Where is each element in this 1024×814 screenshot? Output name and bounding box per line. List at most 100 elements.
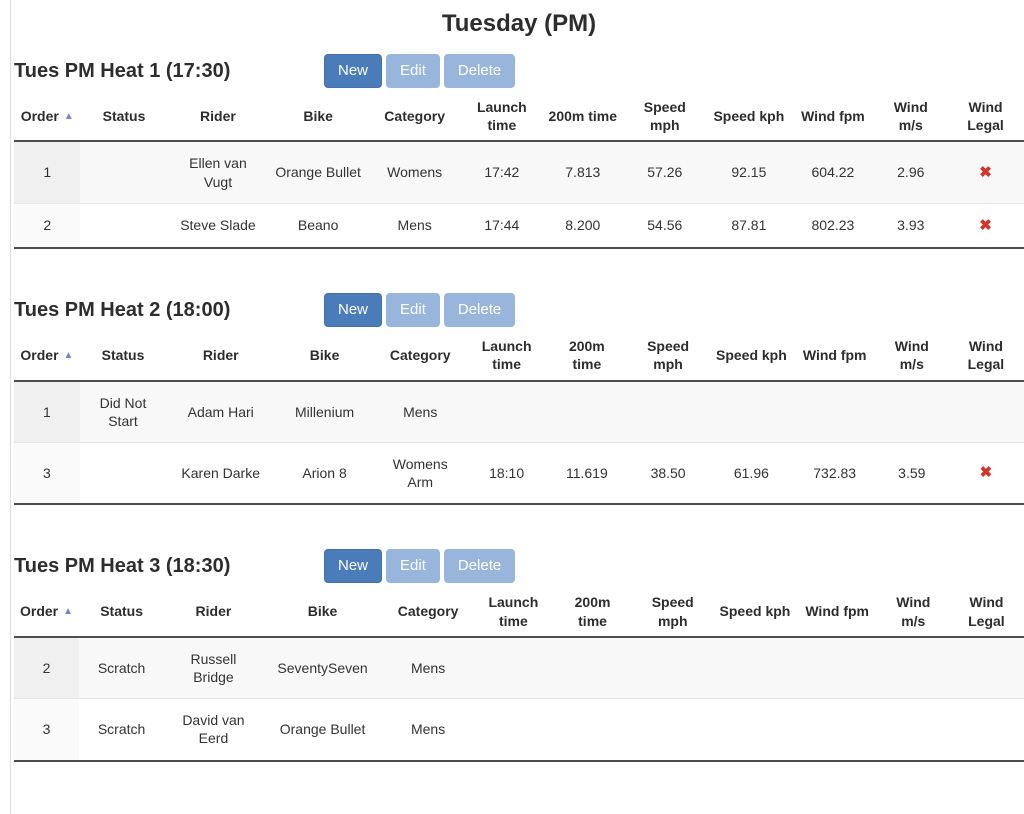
column-header-wind_ms[interactable]: Wind m/s (874, 92, 948, 143)
cell-rider: Steve Slade (180, 217, 256, 234)
column-header-bike[interactable]: Bike (275, 331, 374, 382)
column-header-wind_ms[interactable]: Wind m/s (875, 331, 948, 382)
column-label: Wind Legal (968, 594, 1005, 629)
column-header-wind_ms[interactable]: Wind m/s (877, 587, 949, 638)
cell-rider: David van Eerd (182, 712, 245, 747)
results-table: Order ▲ Status Rider Bike Category Launch time… (14, 587, 1024, 761)
delete-button[interactable]: Delete (443, 293, 516, 328)
column-header-wind_fpm[interactable]: Wind fpm (796, 587, 878, 638)
column-header-status[interactable]: Status (79, 331, 167, 382)
cell-speed_mph: 54.56 (647, 217, 683, 234)
new-button[interactable]: New (324, 293, 383, 328)
cell-speed_kph (713, 699, 796, 761)
cell-rider: Adam Hari (187, 403, 254, 420)
column-header-bike[interactable]: Bike (268, 92, 368, 143)
column-header-launch_time[interactable]: Launch time (466, 331, 547, 382)
cell-wind_fpm: 802.23 (811, 217, 855, 234)
cell-speed_mph (632, 699, 713, 761)
wind-illegal-icon: ✖ (979, 163, 992, 181)
column-label: Order (20, 108, 59, 125)
new-button[interactable]: New (324, 54, 383, 88)
table-row[interactable]: 1 Did Not Start Adam Hari Millenium Mens (14, 380, 1024, 443)
column-header-wind_legal[interactable]: Wind Legal (948, 587, 1024, 638)
heat-section: Tues PM Heat 1 (17:30) New Edit Delete O… (14, 54, 1024, 249)
delete-button[interactable]: Delete (443, 549, 516, 584)
column-label: Wind Legal (967, 338, 1005, 373)
cell-launch_time (474, 637, 553, 699)
sort-asc-icon: ▲ (63, 606, 74, 618)
column-header-rider[interactable]: Rider (164, 587, 263, 638)
cell-speed_mph (627, 381, 709, 443)
cell-bike: Beano (297, 217, 339, 234)
cell-wind_ms (878, 637, 949, 699)
sort-asc-icon: ▲ (63, 111, 74, 123)
cell-category: Womens (387, 164, 443, 181)
column-header-status[interactable]: Status (80, 92, 168, 143)
heat-title: Tues PM Heat 2 (18:00) (14, 298, 231, 321)
cell-speed_mph (632, 637, 713, 699)
column-header-order[interactable]: Order ▲ (14, 587, 79, 638)
cell-category: Mens (397, 217, 432, 234)
column-label: Speed kph (719, 603, 791, 620)
table-row[interactable]: 1 Ellen van Vugt Orange Bullet Womens 17:42 7… (14, 141, 1024, 204)
cell-wind_fpm (797, 699, 878, 761)
column-header-bike[interactable]: Bike (262, 587, 383, 638)
column-header-speed_kph[interactable]: Speed kph (706, 92, 792, 143)
column-header-order[interactable]: Order ▲ (14, 92, 81, 143)
column-header-speed_mph[interactable]: Speed mph (626, 331, 710, 382)
cell-rider: Russell Bridge (190, 650, 237, 685)
column-header-order[interactable]: Order ▲ (14, 331, 80, 382)
column-header-launch_time[interactable]: Launch time (473, 587, 553, 638)
column-header-wind_legal[interactable]: Wind Legal (947, 92, 1024, 143)
results-table: Order ▲ Status Rider Bike Category Launch time… (14, 92, 1024, 249)
table-row[interactable]: 3 Karen Darke Arion 8 Womens Arm 18:10 11.619… (14, 442, 1024, 505)
column-header-speed_kph[interactable]: Speed kph (713, 587, 797, 638)
wind-illegal-icon: ✖ (979, 464, 993, 482)
column-label: Category (397, 603, 459, 620)
column-header-speed_mph[interactable]: Speed mph (623, 92, 707, 143)
table-row[interactable]: 2 Steve Slade Beano Mens 17:44 8.200 54.56 87.8… (14, 203, 1024, 249)
column-header-status[interactable]: Status (78, 587, 165, 638)
column-header-category[interactable]: Category (382, 587, 474, 638)
cell-wind_ms: 2.96 (897, 164, 925, 181)
heat-title: Tues PM Heat 3 (18:30) (14, 554, 231, 577)
cell-launch_time: 17:42 (484, 164, 520, 181)
cell-bike: Millenium (295, 403, 355, 420)
column-header-wind_fpm[interactable]: Wind fpm (791, 92, 875, 143)
results-table: Order ▲ Status Rider Bike Category Launch time… (14, 331, 1024, 505)
table-row[interactable]: 2 Scratch Russell Bridge SeventySeven Mens (14, 636, 1024, 699)
column-header-wind_legal[interactable]: Wind Legal (947, 331, 1024, 382)
column-label: Launch time (488, 594, 539, 629)
column-header-category[interactable]: Category (367, 92, 462, 143)
cell-wind_ms (878, 699, 949, 761)
page-container: Tuesday (PM) Tues PM Heat 1 (17:30) New … (10, 0, 1024, 814)
column-label: Speed mph (651, 594, 694, 629)
column-header-speed_mph[interactable]: Speed mph (632, 587, 714, 638)
column-header-launch_time[interactable]: Launch time (461, 92, 543, 143)
column-header-time_200m[interactable]: 200m time (552, 587, 633, 638)
cell-speed_kph (713, 637, 796, 699)
column-label: Speed kph (713, 108, 785, 125)
table-row[interactable]: 3 Scratch David van Eerd Orange Bullet Mens (14, 698, 1024, 761)
cell-time_200m: 11.619 (565, 465, 608, 482)
cell-status (80, 203, 167, 248)
column-header-speed_kph[interactable]: Speed kph (709, 331, 794, 382)
column-header-time_200m[interactable]: 200m time (542, 92, 624, 143)
new-button[interactable]: New (324, 549, 383, 584)
column-header-wind_fpm[interactable]: Wind fpm (793, 331, 876, 382)
column-label: Rider (200, 108, 236, 125)
edit-button[interactable]: Edit (386, 54, 440, 88)
edit-button[interactable]: Edit (386, 549, 440, 584)
edit-button[interactable]: Edit (386, 293, 440, 328)
column-label: Speed kph (715, 347, 787, 364)
column-header-time_200m[interactable]: 200m time (546, 331, 627, 382)
cell-bike: Orange Bullet (279, 721, 366, 738)
wind-illegal-icon: ✖ (979, 216, 992, 234)
column-header-rider[interactable]: Rider (166, 331, 276, 382)
cell-wind_ms: 3.59 (898, 465, 926, 482)
heat-title: Tues PM Heat 1 (17:30) (14, 59, 231, 82)
column-header-rider[interactable]: Rider (167, 92, 269, 143)
column-header-category[interactable]: Category (373, 331, 467, 382)
column-label: Bike (307, 603, 338, 620)
delete-button[interactable]: Delete (443, 54, 516, 88)
